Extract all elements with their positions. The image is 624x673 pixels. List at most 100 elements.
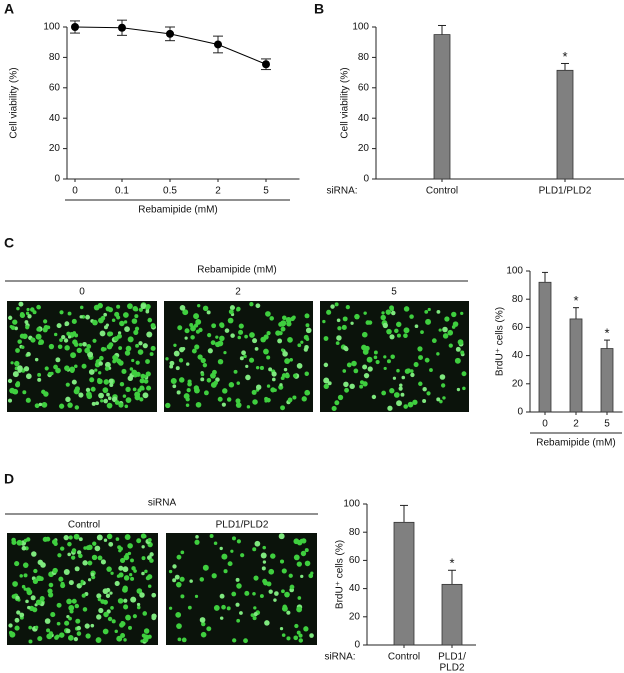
cell [219, 322, 225, 328]
x-tick-label: 5 [263, 186, 269, 197]
cell [71, 379, 77, 385]
cell [124, 350, 131, 356]
cell [274, 591, 279, 596]
cell [211, 323, 217, 329]
cell [401, 375, 406, 380]
cell [106, 402, 113, 409]
cell [59, 310, 64, 315]
cell [10, 361, 14, 365]
cell [284, 358, 291, 365]
cell [16, 306, 20, 311]
cell [94, 368, 98, 372]
y-axis-label: Cell viability (%) [340, 67, 351, 138]
cell [105, 306, 111, 312]
cell [245, 374, 251, 381]
y-axis-label: Cell viability (%) [9, 67, 20, 138]
cell [168, 569, 173, 574]
cell [58, 576, 64, 582]
cell [230, 549, 234, 553]
cell [91, 401, 96, 406]
cell [145, 306, 149, 310]
cell [85, 633, 91, 639]
cell [75, 618, 81, 624]
cell [172, 564, 177, 569]
cell [55, 357, 61, 363]
cell [130, 596, 137, 603]
cell [19, 333, 25, 339]
y-tick-label: 80 [349, 527, 361, 538]
cell [275, 330, 281, 336]
cell [14, 561, 20, 567]
cell [309, 633, 314, 638]
cell [299, 538, 304, 543]
cell [331, 405, 337, 412]
cell [147, 584, 152, 588]
cell [195, 401, 202, 408]
cell [74, 603, 80, 609]
cell [362, 349, 369, 355]
cell [26, 351, 31, 357]
cell [337, 326, 342, 331]
cell [255, 384, 262, 390]
bar [393, 521, 415, 646]
cell [50, 612, 56, 618]
cell [127, 543, 133, 549]
cell [176, 390, 181, 395]
cell [190, 325, 196, 332]
cell [191, 348, 197, 354]
cell [96, 614, 102, 620]
y-tick-label: 0 [363, 174, 369, 185]
cell [251, 389, 257, 395]
cell [292, 373, 298, 378]
cell [373, 350, 378, 355]
cell [11, 539, 17, 546]
cell [293, 635, 299, 641]
cell [229, 305, 235, 311]
cell [98, 392, 104, 399]
cell [231, 591, 237, 597]
cell [238, 329, 244, 335]
cell [209, 534, 214, 539]
cell [417, 346, 423, 352]
cell [67, 541, 72, 547]
cell [68, 604, 75, 611]
cell [197, 303, 201, 308]
cell [53, 541, 58, 547]
cell [105, 587, 111, 593]
cell [42, 536, 48, 542]
cell [175, 581, 182, 588]
cell [303, 626, 309, 632]
cell [90, 623, 95, 628]
cell [147, 537, 152, 543]
cell [336, 335, 342, 341]
cell [31, 551, 37, 557]
cell [381, 390, 387, 396]
cell [63, 534, 69, 541]
cell [113, 336, 119, 342]
cell [426, 391, 431, 396]
cell [177, 325, 183, 331]
cell [61, 334, 66, 340]
cell [236, 308, 240, 312]
cell [439, 374, 446, 380]
cell [41, 389, 46, 395]
cell [112, 359, 117, 364]
cell [447, 329, 454, 336]
cell [422, 387, 427, 392]
cell [392, 376, 397, 380]
cell [140, 639, 144, 643]
cell [142, 343, 148, 349]
cell [80, 579, 84, 584]
cell [118, 360, 124, 366]
cell [244, 334, 248, 339]
cell [195, 329, 200, 334]
y-tick-label: 40 [349, 583, 361, 594]
cell [460, 311, 464, 316]
cell [73, 388, 80, 395]
cell [132, 387, 137, 392]
cell [76, 347, 82, 354]
cell [58, 403, 65, 409]
cell [87, 351, 94, 358]
cell [111, 619, 116, 624]
cell [57, 553, 62, 558]
